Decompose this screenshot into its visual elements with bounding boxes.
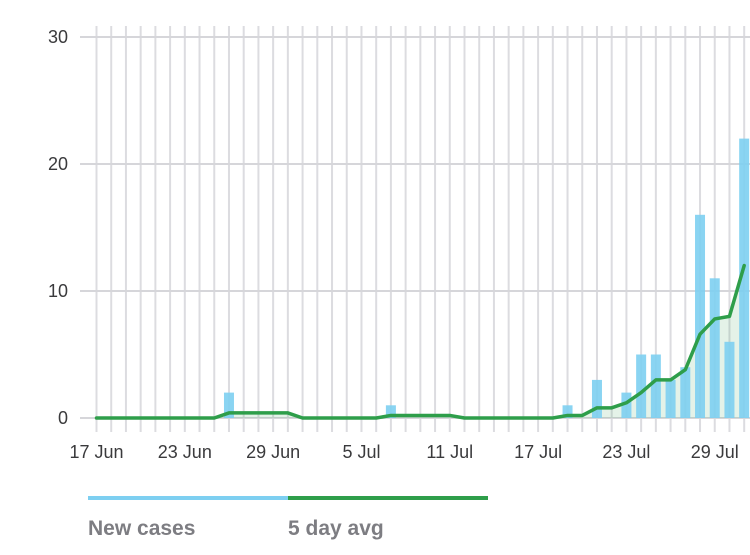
x-tick-label-5: 17 Jul <box>514 442 562 462</box>
legend-label-5-day-avg: 5 day avg <box>288 517 384 540</box>
bar-23-Jul <box>621 392 632 418</box>
x-tick-label-6: 23 Jul <box>602 442 650 462</box>
y-axis-ticks: 0 10 20 30 <box>48 27 68 428</box>
x-axis-ticks: 17 Jun 23 Jun 29 Jun 5 Jul 11 Jul 17 Jul 23 Ju… <box>69 442 738 462</box>
x-tick-label-4: 11 Jul <box>426 442 473 462</box>
bar-24-Jul <box>636 354 647 418</box>
y-tick-label-0: 0 <box>58 408 68 428</box>
chart-legend: New cases 5 day avg <box>88 496 488 546</box>
legend-swatch-5-day-avg <box>288 496 488 500</box>
x-tick-label-1: 23 Jun <box>158 442 212 462</box>
y-tick-label-20: 20 <box>48 154 68 174</box>
y-tick-label-30: 30 <box>48 27 68 47</box>
y-tick-label-10: 10 <box>48 281 68 301</box>
legend-label-new-cases: New cases <box>88 517 196 540</box>
bar-26-Jun <box>223 392 234 418</box>
bar-29-Jul <box>709 278 720 418</box>
avg-line-path <box>94 263 746 420</box>
bar-7-Jul <box>385 405 396 418</box>
horizontal-gridlines <box>80 36 750 419</box>
bar-25-Jul <box>650 354 661 418</box>
avg-area-fill <box>96 265 745 418</box>
x-tick-label-2: 29 Jun <box>246 442 300 462</box>
bar-19-Jul <box>562 405 573 418</box>
x-tick-label-7: 29 Jul <box>691 442 739 462</box>
legend-item-5-day-avg: 5 day avg <box>288 496 488 546</box>
bar-31-Jul <box>739 138 750 418</box>
new-cases-bars <box>223 138 750 418</box>
legend-swatch-new-cases <box>88 496 288 500</box>
avg-line <box>94 263 746 420</box>
x-tick-label-0: 17 Jun <box>69 442 123 462</box>
bar-26-Jul <box>665 379 676 418</box>
legend-item-new-cases: New cases <box>88 496 288 546</box>
avg-area <box>96 265 745 418</box>
bar-27-Jul <box>680 367 691 418</box>
x-tick-label-3: 5 Jul <box>342 442 380 462</box>
bar-28-Jul <box>695 214 706 418</box>
vertical-gridlines <box>95 26 746 432</box>
bar-30-Jul <box>724 341 735 418</box>
bar-21-Jul <box>591 379 602 418</box>
